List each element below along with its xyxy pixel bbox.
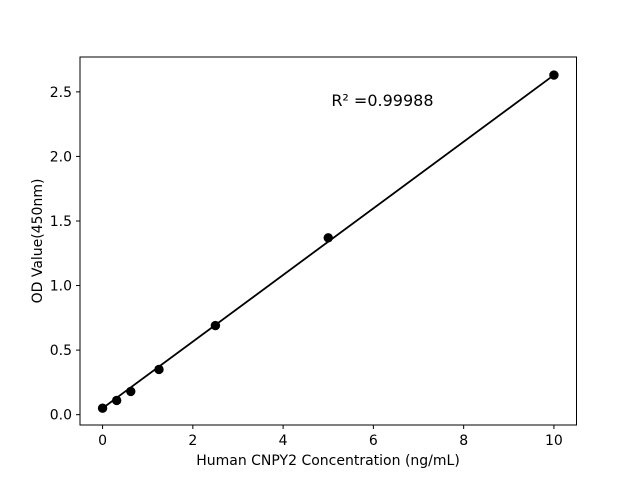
- y-tick-label: 1.0: [50, 279, 72, 295]
- plot-area-border: [79, 56, 577, 426]
- x-tick-label: 8: [459, 433, 468, 449]
- y-tick-label: 0.5: [50, 343, 72, 359]
- y-axis-label: OD Value(450nm): [30, 179, 46, 304]
- data-point: [323, 233, 333, 243]
- data-point: [154, 364, 164, 375]
- y-tick-label: 2.0: [50, 149, 72, 165]
- data-point: [549, 70, 559, 80]
- r-squared-annotation: R² =0.99988: [331, 91, 433, 110]
- x-tick-label: 0: [98, 433, 107, 449]
- x-tick-label: 10: [545, 433, 563, 449]
- chart-dynamic-layer: 0 2 4 6 8 10 0.0 0.5 1.0 1.5 2.0 2.5 R² =0.99988: [50, 70, 563, 449]
- data-point: [111, 395, 122, 406]
- data-point: [126, 386, 136, 397]
- data-point: [97, 403, 108, 413]
- x-tick-label: 4: [279, 433, 288, 449]
- x-axis-label: Human CNPY2 Concentration (ng/mL): [196, 453, 460, 469]
- x-tick-label: 6: [369, 433, 378, 449]
- y-tick-label: 1.5: [50, 214, 72, 230]
- x-tick-label: 2: [188, 433, 197, 449]
- y-tick-label: 2.5: [50, 85, 72, 101]
- data-point: [210, 320, 221, 331]
- y-tick-label: 0.0: [50, 408, 72, 424]
